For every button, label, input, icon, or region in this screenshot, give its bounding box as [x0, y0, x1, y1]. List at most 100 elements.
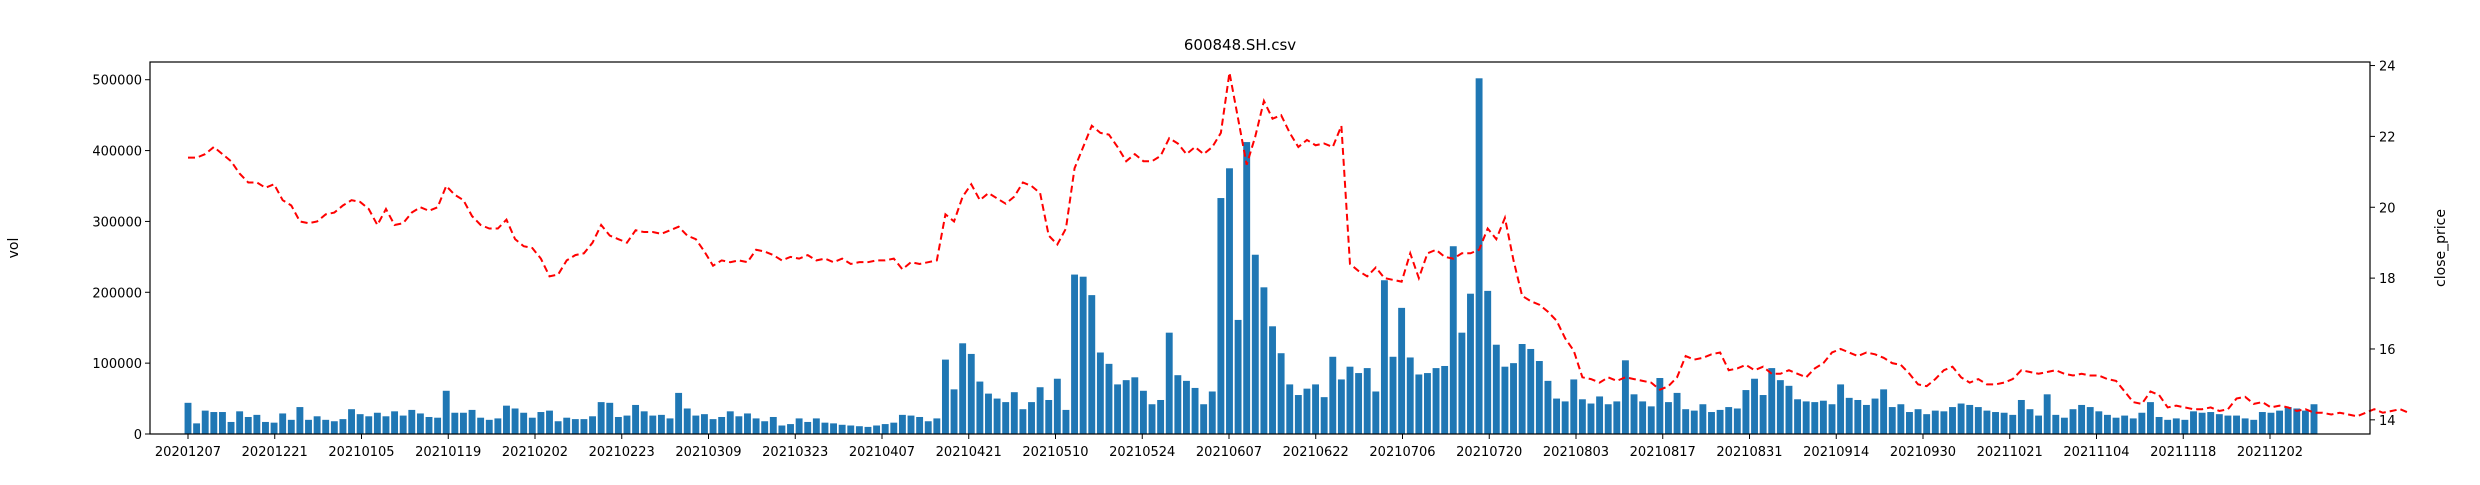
- vol-bar: [787, 424, 794, 434]
- vol-bar: [1785, 385, 1793, 434]
- y-right-tick-label: 20: [2379, 201, 2396, 216]
- vol-bar: [2035, 415, 2043, 434]
- vol-bar: [459, 412, 467, 434]
- vol-bar: [916, 416, 924, 434]
- vol-bar: [468, 409, 476, 434]
- vol-bar: [408, 409, 416, 434]
- vol-bar: [2284, 407, 2292, 434]
- vol-bar: [1587, 403, 1595, 434]
- vol-bar: [287, 419, 295, 434]
- vol-bar: [485, 419, 493, 434]
- vol-bar: [632, 404, 640, 434]
- vol-bar: [2293, 408, 2301, 434]
- vol-bar: [1673, 392, 1681, 434]
- vol-bar: [1389, 356, 1397, 434]
- x-tick-label: 20211104: [2063, 445, 2129, 460]
- vol-bar: [1613, 401, 1621, 434]
- y-left-tick-label: 500000: [92, 74, 142, 89]
- x-tick-label: 20210202: [502, 445, 568, 460]
- vol-bar: [2069, 409, 2077, 434]
- vol-bar: [1828, 404, 1836, 434]
- y-left-label: vol: [6, 238, 22, 259]
- vol-bar: [1630, 394, 1638, 434]
- vol-bar: [365, 416, 373, 434]
- vol-bar: [1131, 377, 1139, 434]
- vol-bar: [201, 410, 209, 434]
- vol-bar: [1355, 373, 1363, 434]
- vol-bar: [1837, 384, 1845, 434]
- vol-bar: [1157, 399, 1165, 434]
- vol-bar: [1716, 409, 1724, 434]
- vol-bar: [2233, 415, 2240, 434]
- vol-bar: [649, 415, 657, 434]
- vol-bar: [537, 412, 545, 434]
- vol-bar: [1372, 391, 1380, 434]
- vol-bar: [1880, 389, 1888, 434]
- vol-bar: [1105, 363, 1113, 434]
- vol-bar: [1183, 380, 1190, 434]
- vol-bar: [2164, 419, 2172, 434]
- vol-bar: [451, 412, 459, 434]
- x-tick-label: 20210223: [589, 445, 655, 460]
- vol-bar: [356, 414, 364, 434]
- vol-bar: [1398, 307, 1406, 434]
- x-tick-label: 20210803: [1543, 445, 1609, 460]
- vol-bar: [1217, 198, 1225, 434]
- vol-bar: [279, 413, 287, 434]
- x-tick-label: 20201221: [242, 445, 308, 460]
- vol-bar: [2258, 412, 2266, 434]
- vol-bar: [1751, 378, 1758, 434]
- vol-bar: [881, 424, 889, 434]
- y-right-tick-label: 22: [2379, 130, 2396, 145]
- vol-bar: [1165, 332, 1173, 434]
- vol-bar: [503, 405, 510, 434]
- vol-bar: [313, 416, 321, 434]
- vol-bar: [1122, 380, 1130, 434]
- vol-bar: [1484, 290, 1492, 434]
- vol-bar: [554, 421, 562, 434]
- vol-bar: [735, 416, 743, 434]
- vol-bar: [399, 415, 407, 434]
- x-tick-label: 20210706: [1369, 445, 1435, 460]
- vol-bar: [236, 411, 244, 434]
- vol-bar: [2276, 410, 2284, 434]
- vol-bar: [890, 422, 898, 434]
- vol-bar: [1467, 293, 1474, 434]
- vol-bar: [1639, 401, 1647, 434]
- vol-bar: [830, 423, 837, 434]
- vol-bar: [1251, 254, 1259, 434]
- vol-bar: [1432, 368, 1440, 434]
- vol-bar: [950, 389, 958, 434]
- x-tick-label: 20210720: [1456, 445, 1522, 460]
- vol-bar: [640, 411, 648, 434]
- x-tick-label: 20210323: [762, 445, 828, 460]
- vol-bar: [305, 419, 312, 434]
- y-left-tick-label: 0: [134, 428, 142, 443]
- vol-bar: [546, 410, 553, 434]
- x-tick-label: 20210407: [849, 445, 915, 460]
- vol-bar: [1811, 402, 1819, 434]
- vol-bar: [1303, 388, 1311, 434]
- bar-series: [184, 78, 2318, 435]
- vol-bar: [218, 412, 226, 434]
- vol-bar: [477, 417, 485, 434]
- y-left-axis: 0 100000 200000 300000 400000 500000: [92, 74, 150, 443]
- vol-bar: [1492, 344, 1500, 434]
- x-tick-label: 20210817: [1630, 445, 1696, 460]
- vol-bar: [1862, 404, 1870, 434]
- vol-bar: [2000, 412, 2008, 434]
- vol-bar: [1346, 366, 1354, 434]
- chart-title: 600848.SH.csv: [1184, 36, 1296, 54]
- vol-bar: [1553, 398, 1561, 434]
- vol-bar: [2026, 409, 2034, 434]
- vol-bar: [2060, 417, 2068, 434]
- vol-bar: [2190, 411, 2197, 434]
- x-tick-label: 20210421: [936, 445, 1002, 460]
- vol-bar: [2301, 410, 2309, 434]
- vol-bar: [322, 419, 330, 434]
- vol-bar: [1768, 368, 1776, 434]
- vol-bar: [434, 417, 442, 434]
- x-tick-label: 20211021: [1977, 445, 2043, 460]
- vol-bar: [1200, 404, 1208, 434]
